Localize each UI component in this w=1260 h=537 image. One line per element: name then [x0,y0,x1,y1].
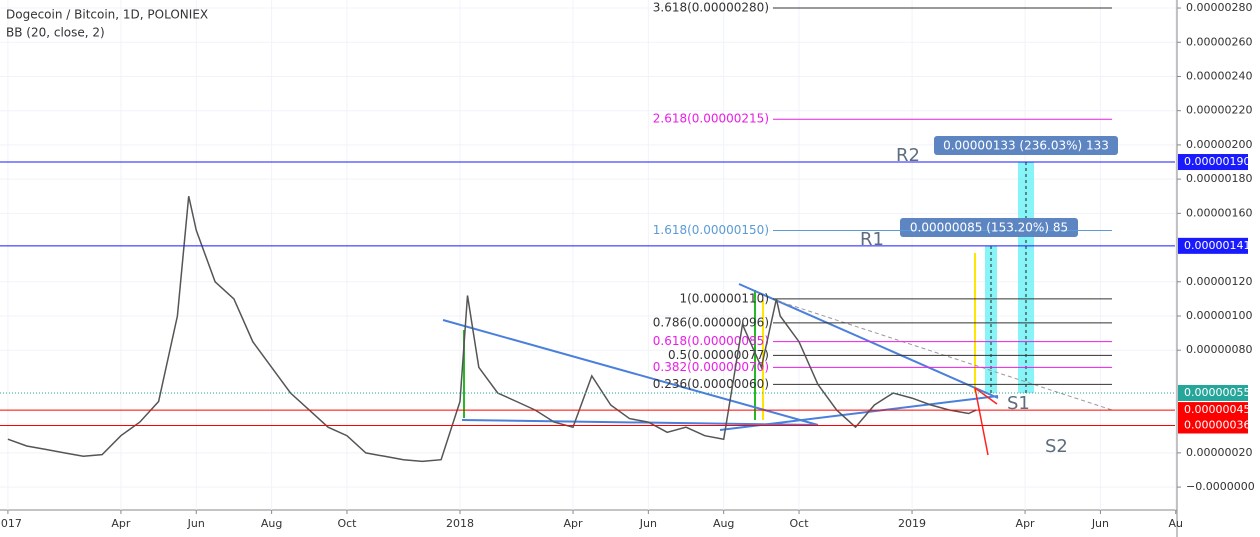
y-tick-label: 0.00000180 [1186,172,1252,185]
x-tick-label: Aug [713,517,734,530]
fib-label: 1.618(0.00000150) [653,223,769,237]
annotation: S2 [1045,436,1068,457]
chart-title: Dogecoin / Bitcoin, 1D, POLONIEX [6,8,208,22]
measure-box [934,136,1118,155]
arrow [974,387,989,456]
fib-label: 0.786(0.00000096) [653,315,769,329]
x-tick-label: Jun [187,517,205,530]
x-tick-label: Jun [1091,517,1109,530]
price-line [7,196,977,463]
level-box [1178,402,1248,419]
arrow [974,387,998,405]
x-tick-label: Apr [563,517,583,530]
annotation: S1 [1007,393,1030,414]
x-tick-label: Au [1169,517,1184,530]
x-tick-label: 2018 [446,517,474,530]
fib-label: 0.236(0.00000060) [653,377,769,391]
level-label: 0.00000045 [1184,403,1250,416]
level-box [1178,417,1248,434]
y-tick-label: 0.00000080 [1186,343,1252,356]
x-tick-label: Apr [111,517,131,530]
measure-label: 0.00000133 (236.03%) 133 [943,139,1109,153]
level-box [1178,237,1248,254]
x-tick-label: Apr [1016,517,1036,530]
level-box [1178,154,1248,171]
y-tick-label: 0.00000200 [1186,138,1252,151]
y-tick-label: 0.00000100 [1186,309,1252,322]
drawings [442,136,1118,456]
indicator-label: BB (20, close, 2) [6,26,105,40]
level-label: 0.00000036 [1184,418,1250,431]
x-tick-label: Jun [639,517,657,530]
fib-label: 3.618(0.00000280) [653,1,769,15]
y-tick-label: 0.00000280 [1186,1,1252,14]
y-tick-label: 0.00000160 [1186,206,1252,219]
level-label: 0.00000141 [1184,239,1250,252]
x-tick-label: Aug [261,517,282,530]
x-tick-label: 2019 [898,517,926,530]
fib-label: 2.618(0.00000215) [653,112,769,126]
y-tick-label: 0.00000020 [1186,446,1252,459]
y-tick-label: 0.00000240 [1186,69,1252,82]
level-label: 0.00000190 [1184,155,1250,168]
trend-line [719,395,999,431]
fib-label: 0.5(0.00000077) [668,348,769,362]
annotation: R2 [896,145,920,166]
level-box [1178,384,1248,401]
y-tick-label: −0.0000000 [1186,480,1255,493]
measure-box [900,218,1078,237]
annotation: R1 [860,229,884,250]
y-tick-label: 0.00000220 [1186,104,1252,117]
measure-label: 0.00000085 (153.20%) 85 [910,221,1068,235]
x-tick-label: Oct [790,517,810,530]
plot: 3.618(0.00000280) 2.618(0.00000215) 1.618(… [0,1,1175,463]
fib-label: 0.382(0.00000070) [653,360,769,374]
y-tick-label: 0.00000120 [1186,275,1252,288]
x-tick-label: Oct [337,517,357,530]
y-tick-label: 0.00000260 [1186,35,1252,48]
trend-line [738,283,999,399]
fib-label: 1(0.00000110) [679,291,769,305]
level-label: 0.00000055 [1184,386,1250,399]
trend-line [461,419,819,426]
trend-line [442,319,819,426]
